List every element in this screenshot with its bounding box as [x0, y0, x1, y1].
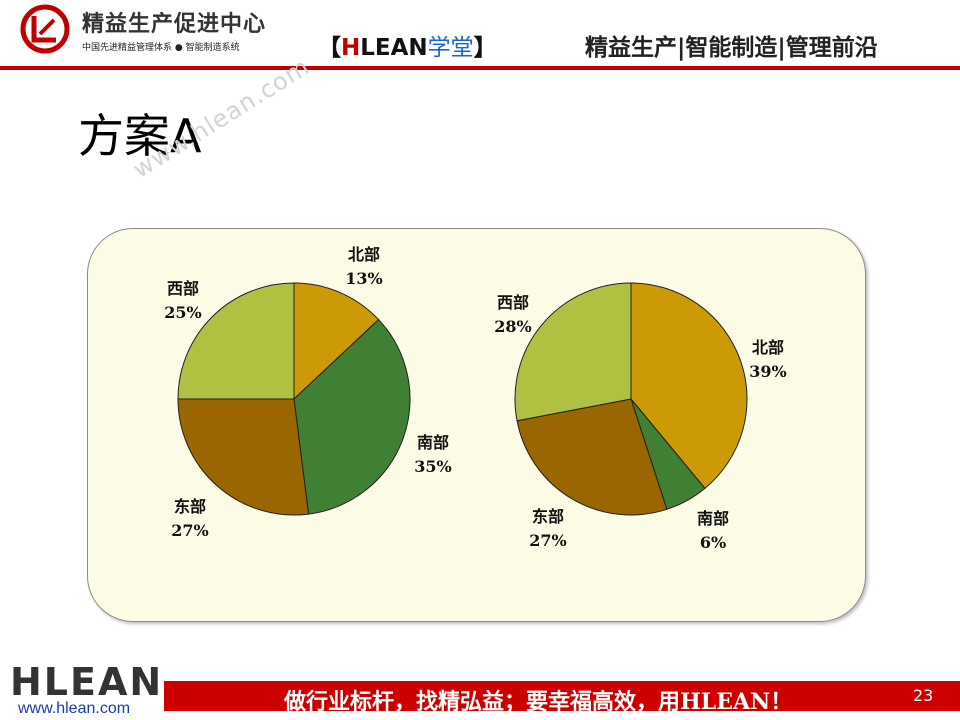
- logo-title: 精益生产促进中心: [82, 12, 267, 37]
- slice-percent-1-2: 35%: [414, 457, 451, 476]
- header: 精益生产促进中心 中国先进精益管理体系 ● 智能制造系统 【HLEAN学堂】 精…: [0, 0, 960, 70]
- slice-percent-2-3: 27%: [529, 531, 566, 550]
- page-number: 23: [913, 686, 934, 705]
- slide-title: 方案A: [78, 109, 202, 163]
- slice-percent-2-1: 39%: [749, 362, 786, 381]
- slice-percent-1-1: 13%: [345, 269, 382, 288]
- header-tagline: 精益生产|智能制造|管理前沿: [585, 35, 878, 61]
- brand-open-bracket: 【: [318, 35, 341, 61]
- footer-bar: [164, 681, 960, 711]
- slice-label-2-4: 西部: [497, 293, 529, 312]
- pie-slice-2-4: [514, 282, 632, 422]
- slice-label-2-3: 东部: [532, 507, 564, 526]
- slice-percent-2-2: 6%: [700, 533, 726, 552]
- brand-close-bracket: 】: [473, 35, 497, 61]
- slice-label-1-1: 北部: [348, 245, 380, 264]
- slice-percent-2-4: 28%: [494, 317, 531, 336]
- pie-slice-2-3: [516, 398, 668, 516]
- pie-slice-1-4: [177, 282, 295, 400]
- hlean-logo-icon: [20, 4, 70, 54]
- brand-cn: 学堂: [427, 35, 474, 61]
- pie-slice-1-1: [293, 282, 380, 401]
- slice-label-1-4: 西部: [167, 279, 199, 298]
- slice-label-2-2: 南部: [697, 509, 729, 528]
- slice-label-2-1: 北部: [752, 338, 784, 357]
- slice-label-1-2: 南部: [417, 433, 449, 452]
- footer-slogan: 做行业标杆，找精弘益；要幸福高效，用HLEAN！: [284, 689, 793, 715]
- brand-title: 【HLEAN学堂】: [318, 28, 497, 62]
- footer-url[interactable]: www.hlean.com: [18, 700, 131, 717]
- pie-slice-1-3: [177, 398, 310, 516]
- slice-label-1-3: 东部: [174, 497, 206, 516]
- brand-h: H: [341, 35, 361, 61]
- brand-lean: LEAN: [360, 35, 428, 61]
- pie-slice-1-2: [293, 318, 411, 515]
- logo-subtitle: 中国先进精益管理体系 ● 智能制造系统: [82, 43, 240, 53]
- pie-chart-2: 北部 39% 南部 6% 东部 27% 西部 28%: [494, 282, 787, 552]
- footer-logo: HLEAN: [10, 660, 164, 704]
- pie-chart-1: 北部 13% 南部 35% 东部 27% 西部 25%: [164, 245, 451, 540]
- slice-percent-1-3: 27%: [171, 521, 208, 540]
- header-divider: [0, 66, 960, 70]
- pie-slice-2-1: [630, 282, 748, 490]
- slice-percent-1-4: 25%: [164, 303, 201, 322]
